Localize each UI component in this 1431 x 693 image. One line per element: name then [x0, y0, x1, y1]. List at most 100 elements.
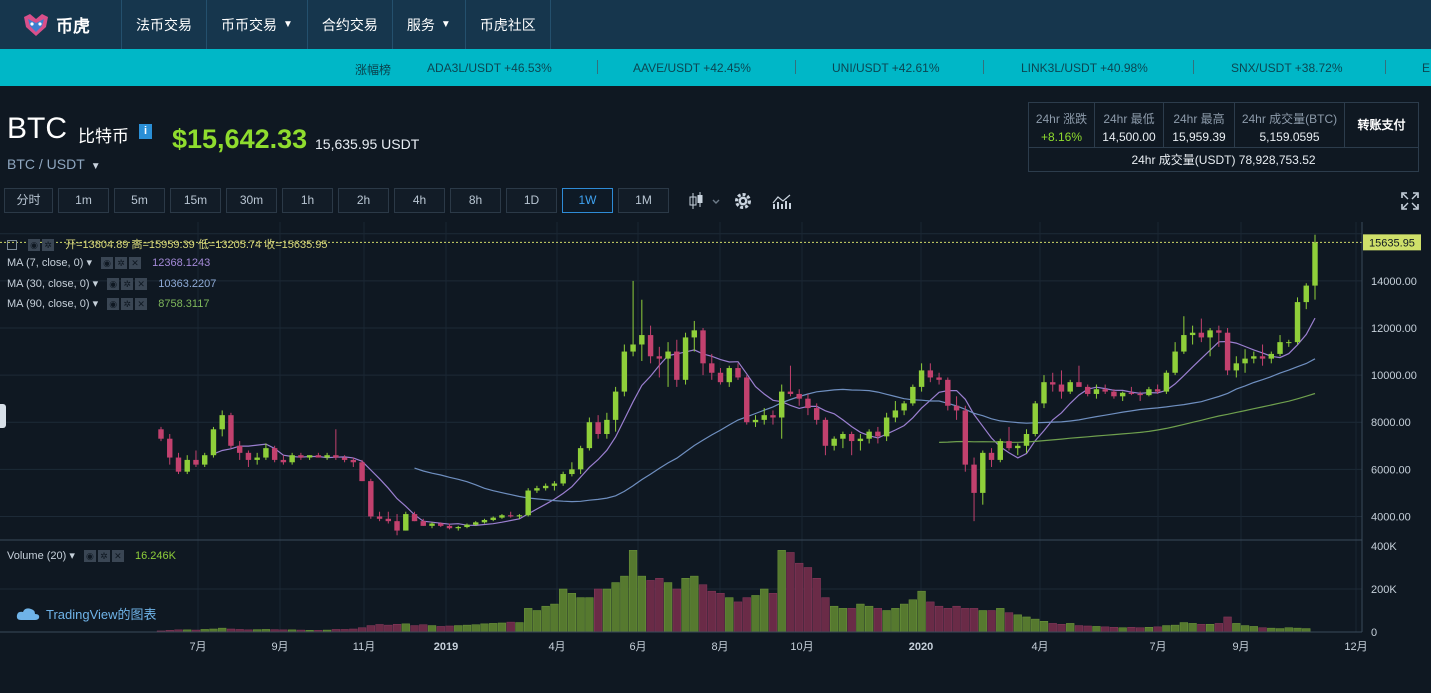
volume-bar	[882, 610, 891, 633]
indicators-icon[interactable]	[771, 191, 793, 211]
eye-icon[interactable]: ◉	[28, 239, 41, 252]
brand[interactable]: 币虎	[0, 0, 122, 49]
interval-tab[interactable]: 1M	[618, 188, 669, 213]
candle-body	[1189, 332, 1196, 336]
volume-bar	[698, 584, 708, 633]
ma-label[interactable]: MA (7, close, 0)	[7, 257, 84, 269]
interval-tab[interactable]: 1D	[506, 188, 557, 213]
price-chart[interactable]: 15635.95 14000.00 12000.00 10000.00 8000.00 6…	[0, 222, 1431, 693]
candle-body	[280, 459, 287, 463]
ticker-item[interactable]: SNX/USDT +38.72%	[1231, 61, 1343, 75]
close-icon[interactable]: ✕	[135, 298, 148, 311]
gear-icon[interactable]: ✲	[97, 550, 110, 563]
eye-icon[interactable]: ◉	[83, 550, 96, 563]
volume-bar	[838, 608, 848, 633]
volume-bar	[497, 622, 507, 633]
gear-icon[interactable]: ✲	[42, 239, 55, 252]
nav-fiat-trading[interactable]: 法币交易	[122, 0, 207, 49]
ticker-item[interactable]: AAVE/USDT +42.45%	[633, 61, 751, 75]
settings-gear-icon[interactable]	[733, 191, 753, 211]
caret-down-icon: ▼	[283, 19, 293, 30]
candle-body	[481, 519, 488, 523]
volume-label[interactable]: Volume (20)	[7, 550, 67, 562]
volume-bar	[506, 621, 515, 633]
candle-body	[1172, 351, 1178, 373]
caret-down-icon: ▼	[90, 161, 101, 172]
volume-bar	[1171, 624, 1180, 633]
nav-services[interactable]: 服务 ▼	[393, 0, 466, 49]
fullscreen-icon[interactable]	[1400, 191, 1420, 211]
transfer-pay-button[interactable]: 转账支付	[1357, 118, 1406, 132]
candle-body	[385, 518, 392, 522]
ticker-item[interactable]: LINK3L/USDT +40.98%	[1021, 61, 1148, 75]
tradingview-watermark[interactable]: TradingView的图表	[16, 604, 157, 623]
collapse-icon[interactable]	[7, 240, 17, 251]
ticker-item[interactable]: UNI/USDT +42.61%	[832, 61, 940, 75]
volume-bar	[628, 550, 638, 633]
stat-value: 14,500.00	[1102, 130, 1156, 144]
candlestick-chart-svg[interactable]: 15635.95 14000.00 12000.00 10000.00 8000.00 6…	[0, 222, 1431, 693]
volume-bar	[366, 625, 375, 633]
volume-bar	[375, 624, 384, 633]
interval-tab-active[interactable]: 1W	[562, 188, 613, 213]
side-panel-handle[interactable]	[0, 404, 6, 428]
pair-selector[interactable]: BTC / USDT ▼	[7, 156, 101, 172]
volume-bar	[1258, 627, 1267, 633]
interval-tab[interactable]: 1m	[58, 188, 109, 213]
candle-body	[1286, 342, 1292, 344]
candle-body	[577, 448, 584, 470]
brand-name: 币虎	[56, 17, 90, 36]
candle-body	[586, 422, 593, 449]
candle-body	[359, 462, 365, 482]
close-icon[interactable]: ✕	[129, 257, 142, 270]
interval-tab[interactable]: 1h	[282, 188, 333, 213]
volume-bar	[1092, 626, 1101, 633]
candle-body	[1242, 358, 1248, 364]
ma-label[interactable]: MA (30, close, 0)	[7, 278, 90, 290]
candle-body	[936, 377, 942, 380]
gear-icon[interactable]: ✲	[121, 298, 134, 311]
volume-bar	[917, 590, 926, 633]
close-icon[interactable]: ✕	[135, 278, 148, 291]
interval-tab[interactable]: 2h	[338, 188, 389, 213]
candle-body	[840, 434, 846, 439]
candle-body	[805, 398, 811, 409]
candle-body	[1224, 332, 1231, 371]
interval-tab[interactable]: 分时	[4, 188, 53, 213]
ticker-item[interactable]: ADA3L/USDT +46.53%	[427, 61, 552, 75]
interval-tab[interactable]: 30m	[226, 188, 277, 213]
volume-bar	[585, 597, 594, 633]
volume-bar	[1144, 627, 1154, 633]
eye-icon[interactable]: ◉	[107, 298, 120, 311]
gear-icon[interactable]: ✲	[121, 278, 134, 291]
volume-bar	[1214, 623, 1223, 633]
candle-body	[1023, 434, 1030, 446]
stat-value: +8.16%	[1040, 130, 1083, 144]
interval-tab[interactable]: 15m	[170, 188, 221, 213]
ma-label[interactable]: MA (90, close, 0)	[7, 298, 90, 310]
candle-body	[298, 455, 304, 458]
ticker-item[interactable]: E	[1422, 61, 1431, 75]
nav-spot-trading[interactable]: 币币交易 ▼	[207, 0, 308, 49]
eye-icon[interactable]: ◉	[107, 278, 120, 291]
close-icon[interactable]: ✕	[111, 550, 124, 563]
volume-bar	[1240, 625, 1250, 633]
interval-tab[interactable]: 8h	[450, 188, 501, 213]
eye-icon[interactable]: ◉	[101, 257, 114, 270]
nav-community[interactable]: 币虎社区	[466, 0, 551, 49]
info-icon[interactable]: i	[139, 124, 152, 139]
nav-contract-trading[interactable]: 合约交易	[308, 0, 393, 49]
volume-bar	[777, 550, 786, 633]
candle-body	[927, 370, 934, 378]
candle-style-icon[interactable]	[688, 191, 722, 211]
candle-body	[245, 452, 252, 460]
time-tick-label: 7月	[189, 641, 206, 653]
gear-icon[interactable]: ✲	[115, 257, 128, 270]
volume-bar	[454, 625, 463, 633]
candle-body	[997, 441, 1003, 460]
time-tick-label: 6月	[629, 641, 646, 653]
candle-body	[490, 517, 496, 520]
interval-tab[interactable]: 4h	[394, 188, 445, 213]
candle-body	[263, 448, 269, 458]
interval-tab[interactable]: 5m	[114, 188, 165, 213]
